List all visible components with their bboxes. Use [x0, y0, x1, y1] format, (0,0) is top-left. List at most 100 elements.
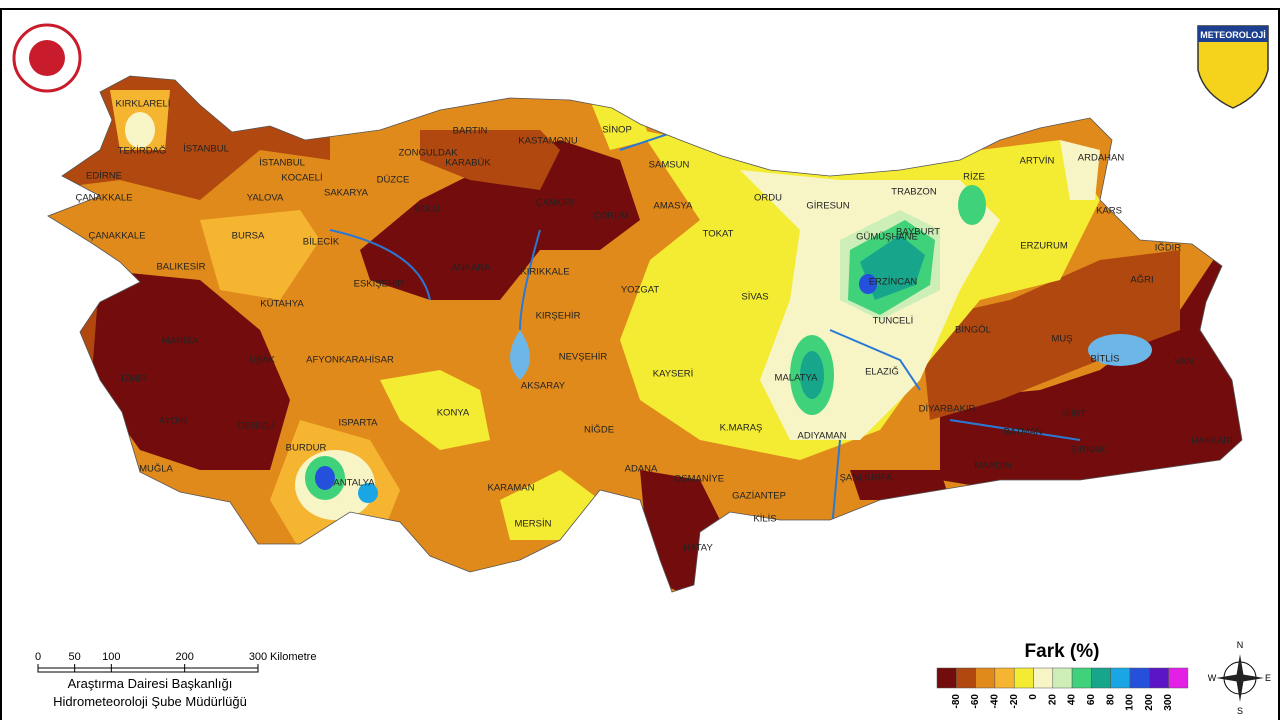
legend-tick-label: 60: [1086, 694, 1097, 706]
legend-tick-label: 80: [1105, 694, 1116, 706]
compass: N E S W: [1208, 640, 1271, 716]
region: [360, 140, 640, 300]
footer-line: Hidrometeoroloji Şube Müdürlüğü: [53, 694, 247, 709]
city-label: KIRKLARELİ: [116, 99, 171, 110]
city-label: AFYONKARAHİSAR: [306, 355, 394, 366]
logo-right: METEOROLOJİ: [1197, 25, 1269, 109]
region: [1060, 140, 1100, 200]
city-label: IĞDIR: [1155, 243, 1182, 254]
legend-swatch: [936, 667, 957, 689]
legend: -80 -60 -40 -20 0 20 40 60 80 100 200 300: [936, 667, 1189, 711]
city-label: ERZURUM: [1020, 241, 1068, 252]
city-label: ÇANAKKALE: [88, 231, 145, 242]
city-label: ADIYAMAN: [798, 431, 847, 442]
city-label: AKSARAY: [521, 381, 566, 392]
city-label: HAKKARİ: [1191, 436, 1233, 447]
city-label: DÜZCE: [377, 175, 410, 186]
city-label: ERZİNCAN: [869, 277, 918, 288]
city-label: SİNOP: [602, 125, 632, 136]
city-label: ADANA: [625, 464, 658, 475]
region: [315, 466, 335, 490]
legend-tick-label: 20: [1047, 694, 1058, 706]
legend-swatch: [1129, 667, 1150, 689]
city-label: BOLU: [414, 204, 440, 215]
region: [200, 210, 320, 300]
scale-unit: Kilometre: [270, 651, 316, 663]
scale-tick-label: 100: [102, 651, 120, 663]
city-label: AMASYA: [654, 201, 694, 212]
legend-swatch: [956, 667, 976, 689]
legend-swatch: [1110, 667, 1131, 689]
compass-w: W: [1208, 673, 1217, 683]
city-label: DİYARBAKIR: [919, 404, 976, 415]
compass-e: E: [1265, 673, 1271, 683]
scale-bar: 0 50 100 200 300 Kilometre: [35, 651, 316, 673]
city-label: KAYSERİ: [653, 369, 693, 380]
city-label: ELAZIĞ: [865, 367, 899, 378]
city-label: KÜTAHYA: [260, 299, 304, 310]
legend-tick-label: -20: [1009, 694, 1020, 709]
legend-swatch: [975, 667, 996, 689]
city-label: MERSİN: [515, 519, 552, 530]
legend-tick-label: 300: [1163, 694, 1174, 711]
city-label: AĞRI: [1130, 275, 1153, 286]
city-labels: KIRKLARELİ TEKİRDAĞ İSTANBUL İSTANBUL EDİRNE…: [75, 99, 1232, 554]
city-label: HATAY: [683, 543, 713, 554]
legend-swatch: [1033, 667, 1054, 689]
city-label: BAYBURT: [896, 227, 940, 238]
compass-star: [1216, 654, 1264, 702]
legend-tick-label: -80: [951, 694, 962, 709]
logo-core: [29, 40, 65, 76]
city-label: ÇORUM: [593, 211, 629, 222]
city-label: KARAMAN: [488, 483, 535, 494]
city-label: MALATYA: [775, 373, 819, 384]
legend-title: Fark (%): [1025, 641, 1100, 662]
city-label: KIRIKKALE: [520, 267, 569, 278]
city-label: K.MARAŞ: [720, 423, 763, 434]
scale-tick-label: 50: [69, 651, 81, 663]
city-label: SİİRT: [1062, 409, 1086, 420]
city-label: İZMİR: [121, 374, 147, 385]
legend-tick-label: 100: [1125, 694, 1136, 711]
city-label: MARDİN: [974, 461, 1012, 472]
region: [90, 270, 290, 470]
legend-swatch: [1168, 667, 1189, 689]
city-label: BURSA: [232, 231, 265, 242]
city-label: ESKİŞEHİR: [354, 279, 405, 290]
city-label: BİNGÖL: [955, 325, 991, 336]
region: [920, 250, 1180, 420]
city-label: DENİZLİ: [238, 421, 274, 432]
region: [380, 370, 490, 450]
legend-tick-label: -60: [970, 694, 981, 709]
city-label: ARDAHAN: [1078, 153, 1125, 164]
city-label: MANİSA: [162, 336, 199, 347]
city-label: BİLECİK: [303, 237, 340, 248]
city-label: ANKARA: [451, 263, 491, 274]
city-label: BATMAN: [1004, 427, 1043, 438]
logo-left: [12, 23, 82, 93]
city-label: TRABZON: [891, 187, 937, 198]
region: [958, 185, 986, 225]
frame: [0, 8, 1280, 720]
legend-swatch: [1071, 667, 1092, 689]
city-label: SİVAS: [741, 292, 768, 303]
city-label: BİTLİS: [1090, 354, 1119, 365]
compass-n: N: [1237, 640, 1244, 650]
logo-text: METEOROLOJİ: [1200, 30, 1266, 40]
city-label: BARTIN: [453, 126, 488, 137]
city-label: OSMANİYE: [674, 474, 724, 485]
legend-tick-label: 0: [1028, 694, 1039, 700]
region: [859, 274, 877, 294]
compass-s: S: [1237, 706, 1243, 716]
river: [329, 129, 1081, 551]
city-label: RİZE: [963, 172, 985, 183]
city-label: ZONGULDAK: [398, 148, 458, 159]
city-label: UŞAK: [249, 355, 276, 366]
city-label: KİLİS: [753, 514, 776, 525]
city-label: KOCAELİ: [281, 173, 322, 184]
city-label: GAZİANTEP: [732, 491, 786, 502]
region: [125, 112, 155, 148]
